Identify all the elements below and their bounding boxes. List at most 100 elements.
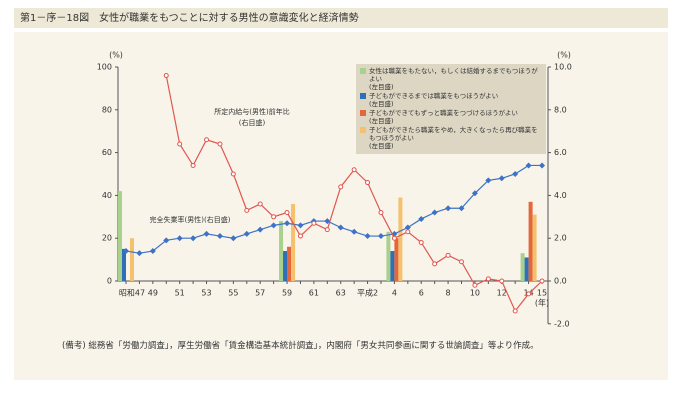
marker: [217, 141, 223, 147]
marker: [378, 210, 384, 216]
title-strip: [14, 8, 668, 28]
marker: [459, 259, 464, 265]
bar: [287, 246, 292, 281]
marker: [405, 229, 411, 235]
marker: [418, 215, 425, 222]
marker: [364, 233, 371, 240]
y-tick-label: 20: [102, 234, 112, 243]
annotation: 所定内給与(男性)前年比: [214, 107, 289, 116]
marker: [257, 201, 263, 207]
marker: [351, 228, 358, 235]
legend-entry: 子どもができたら職業をやめ，大きくなったら再び職業をもつほうがよい (左目盛): [360, 126, 542, 150]
y-tick-label: 40: [102, 191, 112, 200]
marker: [472, 282, 478, 288]
marker: [365, 180, 371, 186]
x-tick-label: 63: [336, 289, 346, 298]
marker: [512, 308, 518, 314]
marker: [230, 235, 237, 242]
marker: [203, 230, 210, 237]
x-tick-label: 8: [446, 289, 451, 298]
marker: [243, 230, 250, 237]
legend-swatch: [360, 110, 366, 116]
marker: [297, 233, 303, 239]
marker: [257, 226, 264, 233]
bar: [520, 253, 525, 281]
bar: [291, 203, 296, 281]
marker: [539, 162, 546, 169]
y-axis-label: (%): [109, 51, 123, 60]
marker: [149, 248, 156, 255]
legend-label: 子どもができるまでは職業をもつほうがよい: [369, 92, 499, 100]
x-unit: (年): [535, 298, 549, 308]
marker: [163, 237, 170, 244]
legend-axis-note: (左目盛): [369, 117, 394, 125]
marker: [445, 205, 452, 212]
legend-entry: 女性は職業をもたない，もしくは結婚するまでもつほうがよい (左目盛): [360, 67, 542, 91]
marker: [324, 218, 331, 225]
legend-text: 子どもができてもずっと職業をつづけるほうがよい (左目盛): [369, 109, 518, 125]
marker: [230, 171, 236, 177]
marker: [163, 73, 169, 79]
y2-axis-label: (%): [557, 51, 571, 60]
marker: [351, 167, 357, 173]
marker: [123, 248, 129, 255]
marker: [270, 222, 277, 229]
x-tick-label: 59: [282, 289, 292, 298]
marker: [432, 261, 438, 267]
x-tick-label: 15: [537, 289, 547, 298]
marker: [190, 162, 196, 168]
x-tick-label: 53: [201, 289, 211, 298]
legend-text: 子どもができるまでは職業をもつほうがよい (左目盛): [369, 92, 498, 108]
y-tick-label: 100: [97, 63, 112, 72]
annotation: 完全失業率(男性)(右目盛): [150, 215, 231, 224]
marker: [338, 184, 344, 190]
marker: [485, 276, 491, 282]
marker: [377, 233, 384, 240]
y-tick-label: 0: [107, 277, 112, 286]
x-tick-label: 6: [419, 289, 424, 298]
x-tick-label: 4: [392, 289, 397, 298]
y2-tick-label: 8.0: [554, 105, 567, 114]
marker: [404, 224, 411, 231]
legend-text: 女性は職業をもたない，もしくは結婚するまでもつほうがよい (左目盛): [369, 67, 542, 91]
legend: 女性は職業をもたない，もしくは結婚するまでもつほうがよい (左目盛) 子どもができる…: [356, 64, 546, 154]
legend-entry: 子どもができてもずっと職業をつづけるほうがよい (左目盛): [360, 109, 542, 125]
marker: [525, 162, 532, 169]
marker: [297, 222, 304, 229]
bar: [386, 231, 391, 281]
marker: [337, 224, 344, 231]
note: (備考) 総務省「労働力調査」，厚生労働省「賃金構造基本統計調査」，内閣府「男女…: [62, 341, 539, 351]
marker: [539, 278, 545, 284]
y-tick-label: 60: [102, 148, 112, 157]
x-tick-label: 49: [148, 289, 158, 298]
y2-tick-label: 4.0: [554, 191, 567, 200]
marker: [391, 235, 397, 241]
chart-panel: [14, 32, 668, 380]
marker: [485, 177, 492, 184]
bar: [398, 197, 403, 281]
annotation: (右目盛): [239, 118, 266, 127]
y-tick-label: 80: [102, 105, 112, 114]
marker: [458, 205, 465, 212]
bar: [394, 238, 399, 281]
legend-label: 子どもができたら職業をやめ，大きくなったら再び職業をもつほうがよい: [369, 126, 538, 142]
marker: [445, 252, 451, 258]
marker: [177, 141, 183, 147]
marker: [136, 250, 143, 257]
marker: [498, 175, 505, 182]
bar: [524, 257, 529, 281]
y2-tick-label: 0.0: [554, 277, 567, 286]
legend-label: 女性は職業をもたない，もしくは結婚するまでもつほうがよい: [369, 67, 538, 83]
marker: [471, 190, 478, 197]
bar: [283, 251, 288, 281]
marker: [271, 214, 277, 220]
x-tick-label: 57: [255, 289, 265, 298]
y2-tick-label: 6.0: [554, 148, 567, 157]
bar: [532, 214, 537, 281]
marker: [204, 137, 210, 143]
x-tick-label: 61: [309, 289, 319, 298]
y2-tick-label: 10.0: [554, 63, 572, 72]
marker: [176, 235, 183, 242]
